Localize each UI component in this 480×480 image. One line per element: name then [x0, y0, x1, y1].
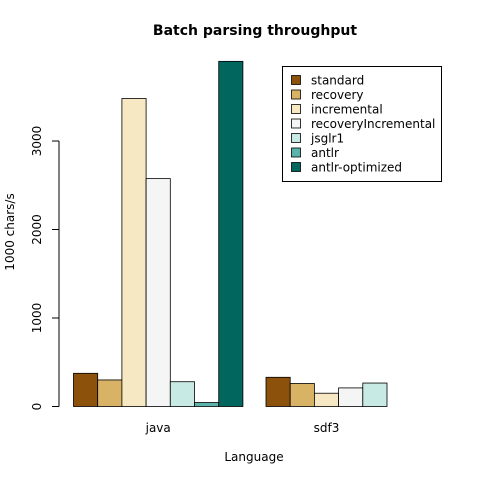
y-tick-label: 1000	[30, 303, 44, 334]
bars	[73, 60, 388, 407]
bar-sdf3-recoveryIncremental	[338, 387, 364, 407]
legend-label-recoveryIncremental: recoveryIncremental	[311, 117, 435, 131]
legend-label-antlr: antlr	[311, 146, 339, 160]
legend-label-standard: standard	[311, 74, 364, 88]
chart-title: Batch parsing throughput	[153, 23, 357, 39]
bar-java-standard	[73, 372, 99, 407]
y-axis-label: 1000 chars/s	[3, 193, 17, 270]
y-axis: 0 1000 2000 3000	[30, 126, 60, 411]
legend-swatch-jsglr1	[291, 133, 301, 143]
x-tick-label-sdf3: sdf3	[314, 421, 340, 435]
bar-java-jsglr1	[169, 381, 195, 407]
bar-java-incremental	[121, 98, 147, 407]
legend-label-antlr-optimized: antlr-optimized	[311, 161, 402, 175]
bar-java-recoveryIncremental	[145, 178, 171, 407]
legend-label-recovery: recovery	[311, 88, 364, 102]
bar-sdf3-standard	[265, 376, 291, 407]
legend-label-jsglr1: jsglr1	[310, 132, 344, 146]
legend: standardrecoveryincrementalrecoveryIncre…	[282, 66, 442, 182]
bar-sdf3-recovery	[289, 383, 315, 407]
legend-swatch-standard	[291, 75, 301, 85]
bar-java-antlr-optimized	[218, 60, 244, 407]
legend-swatch-recovery	[291, 89, 301, 100]
y-tick-label: 0	[30, 403, 44, 411]
legend-swatch-antlr-optimized	[291, 162, 301, 172]
bar-sdf3-jsglr1	[362, 382, 388, 407]
x-axis-label: Language	[224, 450, 283, 464]
y-tick-label: 3000	[30, 126, 44, 157]
legend-label-incremental: incremental	[311, 103, 383, 117]
legend-swatch-antlr	[291, 147, 301, 158]
bar-sdf3-incremental	[313, 392, 339, 407]
bar-java-antlr	[194, 402, 220, 407]
x-axis-ticks: java sdf3	[145, 421, 340, 435]
x-tick-label-java: java	[145, 421, 171, 435]
bar-java-recovery	[97, 379, 123, 407]
y-tick-label: 2000	[30, 214, 44, 245]
legend-swatch-recoveryIncremental	[291, 118, 301, 129]
legend-swatch-incremental	[291, 104, 301, 114]
legend-box	[282, 66, 442, 182]
